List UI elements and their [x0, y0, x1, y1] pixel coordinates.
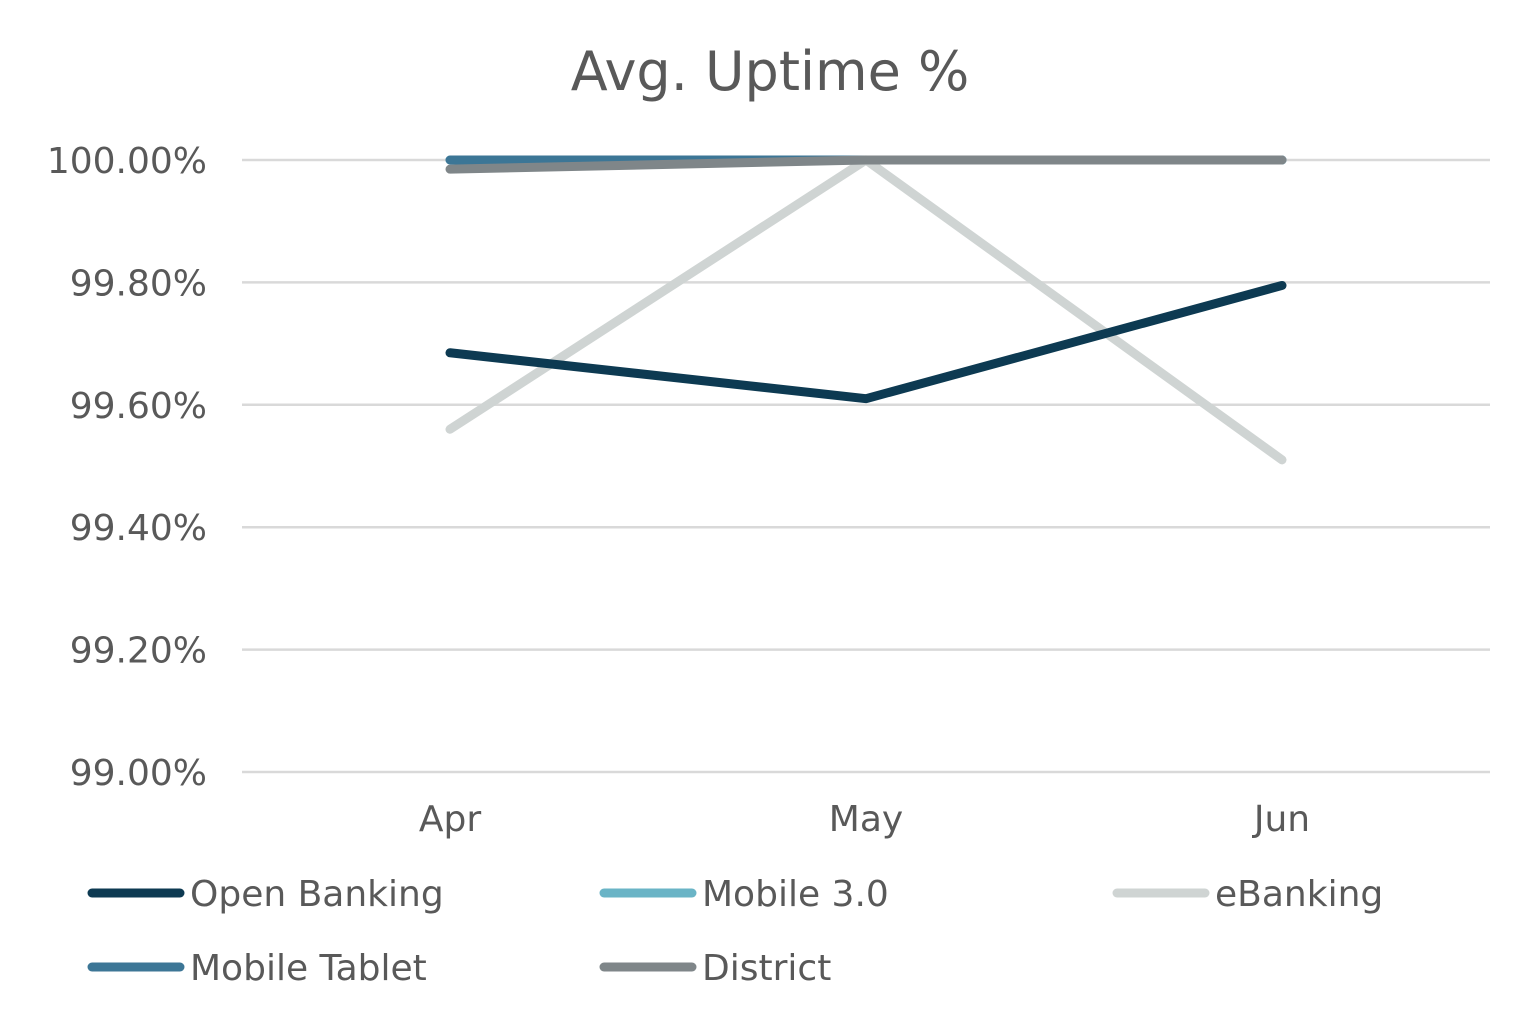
y-tick-label: 99.40% — [70, 508, 207, 549]
legend-label: Mobile Tablet — [190, 948, 427, 989]
series-line-ebanking — [445, 155, 1287, 465]
y-tick-label: 99.60% — [70, 386, 207, 427]
series-line-open-banking — [445, 280, 1287, 404]
plot-area — [445, 155, 1287, 465]
y-tick-label: 99.80% — [70, 263, 207, 304]
legend-item: Open Banking — [87, 874, 444, 915]
chart-title: Avg. Uptime % — [571, 40, 970, 103]
x-axis: Apr May Jun — [419, 799, 1310, 840]
legend-label: Open Banking — [190, 874, 444, 915]
legend-item: Mobile 3.0 — [599, 874, 889, 915]
legend-label: District — [702, 948, 831, 989]
x-tick-label: Jun — [1252, 799, 1310, 840]
legend-label: Mobile 3.0 — [702, 874, 889, 915]
y-tick-label: 99.20% — [70, 631, 207, 672]
y-tick-label: 99.00% — [70, 753, 207, 794]
y-tick-label: 100.00% — [47, 141, 207, 182]
x-tick-label: Apr — [419, 799, 481, 840]
series-line-district — [445, 155, 1287, 174]
legend-item: Mobile Tablet — [87, 948, 427, 989]
x-tick-label: May — [829, 799, 903, 840]
legend-item: District — [599, 948, 831, 989]
gridlines — [242, 158, 1490, 774]
y-axis: 99.00% 99.20% 99.40% 99.60% 99.80% 100.00% — [47, 141, 207, 794]
legend-label: eBanking — [1215, 874, 1383, 915]
legend-item: eBanking — [1112, 874, 1383, 915]
legend: Open Banking Mobile 3.0 eBanking Mobile Tab… — [87, 874, 1383, 989]
